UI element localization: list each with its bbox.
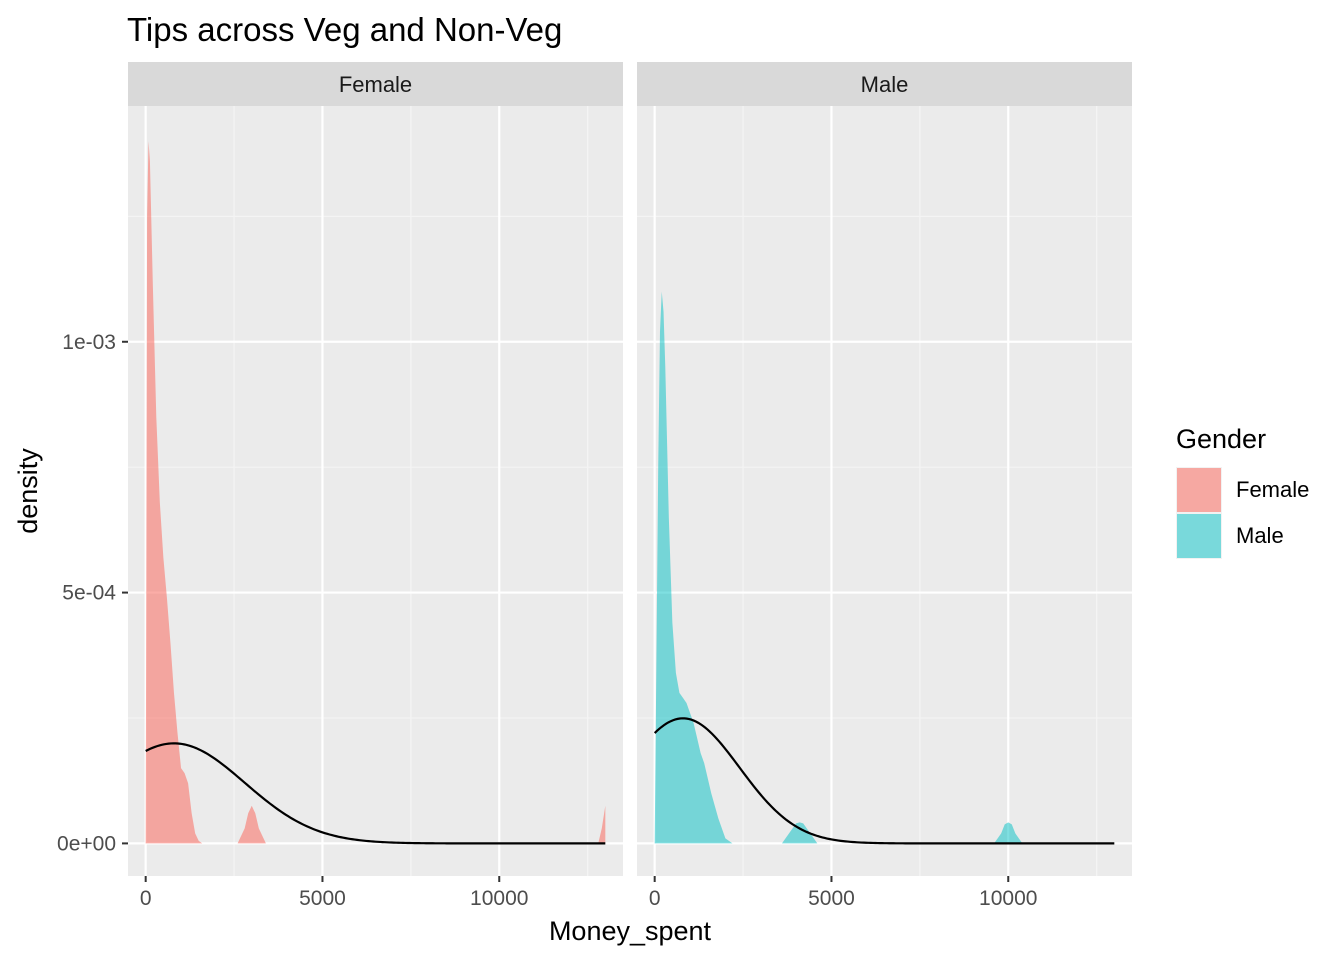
facet-panel-male: Male 0 5000 10000: [637, 62, 1132, 910]
x-tick-label: 5000: [299, 887, 346, 910]
normal-fit-layer: [145, 742, 606, 845]
x-tick-label: 0: [649, 887, 661, 910]
normal-fit-layer: [653, 717, 1115, 845]
y-axis-title: density: [13, 448, 43, 534]
y-tick-label: 0e+00: [57, 832, 116, 855]
density-area-male: [654, 291, 1023, 844]
x-axis-title: Money_spent: [549, 916, 712, 946]
normal-fit-line-female: [145, 742, 606, 845]
strip-label-male: Male: [861, 72, 909, 97]
facet-panel-female: Female 0 5000 10000: [128, 62, 623, 910]
panel-background: [637, 106, 1132, 876]
legend-title: Gender: [1176, 424, 1266, 454]
legend-swatch-female: [1177, 468, 1221, 512]
x-tick-label: 0: [140, 887, 152, 910]
x-tick-label: 10000: [979, 887, 1037, 910]
y-axis: 0e+00 5e-04 1e-03: [57, 331, 128, 855]
facet-strip-male: [637, 62, 1132, 106]
legend: Gender Female Male: [1176, 424, 1309, 559]
x-axis-ticks: 0 5000 10000: [140, 876, 528, 910]
y-tick-label: 1e-03: [62, 331, 116, 354]
chart-title: Tips across Veg and Non-Veg: [127, 11, 562, 48]
strip-label-female: Female: [339, 72, 412, 97]
y-tick-label: 5e-04: [62, 582, 116, 605]
facet-strip-female: [128, 62, 623, 106]
normal-fit-line-male: [653, 717, 1115, 845]
legend-label-female: Female: [1236, 477, 1309, 502]
legend-swatch-male: [1177, 514, 1221, 558]
x-tick-label: 10000: [470, 887, 528, 910]
panel-background: [128, 106, 623, 876]
x-tick-label: 5000: [808, 887, 855, 910]
x-axis-ticks: 0 5000 10000: [649, 876, 1037, 910]
density-area-layer: [654, 291, 1023, 844]
legend-label-male: Male: [1236, 523, 1284, 548]
